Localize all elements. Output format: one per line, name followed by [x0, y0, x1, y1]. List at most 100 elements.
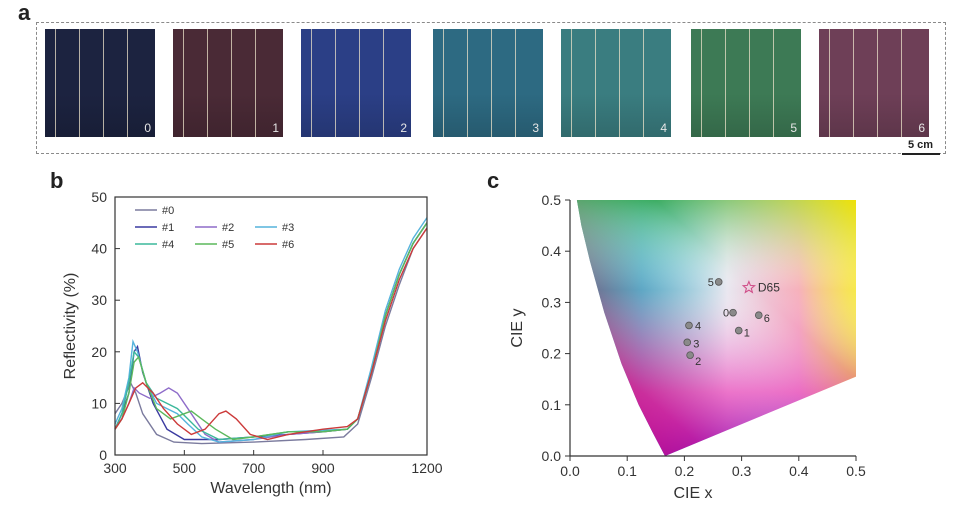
solar-cell-swatch: 6 [819, 29, 929, 137]
busbar-line [491, 29, 492, 137]
swatch-number: 5 [790, 121, 797, 135]
cie-point [686, 351, 694, 359]
cie-point-label: 1 [744, 328, 750, 340]
busbar-line [853, 29, 854, 137]
solar-cell-swatch: 1 [173, 29, 283, 137]
busbar-line [79, 29, 80, 137]
busbar-line [571, 29, 572, 137]
x-tick-label: 0.1 [617, 463, 637, 479]
busbar-line [127, 29, 128, 137]
y-tick-label: 0.2 [542, 346, 562, 362]
cie-chromaticity-chart: 0.0 0.1 0.2 0.3 0.4 0.5 0.0 0.1 0.2 0.3 0.4 0.5 CIE … [509, 192, 866, 502]
busbar-line [643, 29, 644, 137]
solar-cell-swatch-frame: 0 1 2 3 4 5 6 [36, 22, 946, 154]
busbar-line [383, 29, 384, 137]
legend-label: #0 [162, 205, 174, 217]
cie-point [754, 311, 763, 320]
y-tick-label: 0.3 [542, 294, 562, 310]
legend-label: #2 [222, 222, 234, 234]
cie-point-label: 2 [695, 356, 701, 368]
legend-label: #1 [162, 222, 174, 234]
x-tick-label: 900 [311, 460, 335, 476]
busbar-line [725, 29, 726, 137]
busbar-line [749, 29, 750, 137]
swatch-number: 0 [144, 121, 151, 135]
busbar-line [515, 29, 516, 137]
x-tick-label: 700 [242, 460, 266, 476]
x-tick-label: 0.3 [732, 463, 752, 479]
busbar-line [619, 29, 620, 137]
legend-label: #6 [282, 239, 294, 251]
panel-b-letter: b [50, 168, 64, 193]
swatch-number: 1 [272, 121, 279, 135]
cie-point-label: 6 [764, 313, 770, 325]
y-tick-label: 20 [91, 344, 107, 360]
y-axis-label: Reflectivity (%) [62, 273, 79, 380]
y-tick-label: 0.5 [542, 192, 562, 208]
cie-color-region [576, 200, 856, 456]
x-tick-label: 300 [103, 460, 127, 476]
busbar-line [311, 29, 312, 137]
busbar-line [103, 29, 104, 137]
legend-label: #5 [222, 239, 234, 251]
cie-point-label: 0 [723, 308, 729, 320]
y-axis-label: CIE y [509, 308, 526, 347]
busbar-line [901, 29, 902, 137]
scale-bar-label: 5 cm [908, 139, 934, 151]
busbar-line [255, 29, 256, 137]
plot-frame [114, 196, 428, 456]
cie-point [683, 338, 692, 347]
cie-point [685, 321, 693, 330]
cie-point-label: 5 [708, 277, 714, 289]
legend-label: #4 [162, 239, 174, 251]
y-tick-label: 50 [91, 189, 107, 205]
solar-cell-swatch: 4 [561, 29, 671, 137]
x-tick-label: 1200 [411, 460, 442, 476]
scale-bar [902, 153, 940, 155]
solar-cell-swatch: 5 [691, 29, 801, 137]
legend-label: #3 [282, 222, 294, 234]
busbar-line [55, 29, 56, 137]
series-line [114, 227, 428, 441]
busbar-line [207, 29, 208, 137]
busbar-line [595, 29, 596, 137]
panel-c-letter: c [487, 168, 500, 193]
x-axis-label: Wavelength (nm) [210, 480, 331, 497]
cie-point [734, 326, 743, 335]
busbar-line [335, 29, 336, 137]
series-line [114, 217, 428, 443]
x-tick-label: 0.4 [789, 463, 809, 479]
y-tick-label: 30 [91, 292, 107, 308]
cie-point [729, 308, 737, 317]
busbar-line [773, 29, 774, 137]
d65-label: D65 [758, 281, 780, 295]
solar-cell-swatch: 3 [433, 29, 543, 137]
busbar-line [467, 29, 468, 137]
busbar-line [701, 29, 702, 137]
cie-point-label: 4 [695, 320, 701, 332]
y-tick-label: 0.4 [542, 243, 562, 259]
y-tick-label: 0.1 [542, 397, 562, 413]
y-tick-label: 0.0 [542, 448, 562, 464]
swatch-number: 4 [660, 121, 667, 135]
cie-fill-diagonal [576, 200, 856, 456]
swatch-number: 3 [532, 121, 539, 135]
y-tick-label: 10 [91, 395, 107, 411]
reflectivity-chart: 300 500 700 900 1200 0 10 20 30 40 50 Wavelength (n… [62, 189, 443, 497]
swatch-number: 6 [918, 121, 925, 135]
cie-point-label: 3 [693, 338, 699, 350]
busbar-line [443, 29, 444, 137]
busbar-line [829, 29, 830, 137]
solar-cell-swatch: 0 [45, 29, 155, 137]
busbar-line [231, 29, 232, 137]
busbar-line [359, 29, 360, 137]
solar-cell-swatch: 2 [301, 29, 411, 137]
y-tick-label: 0 [99, 447, 107, 463]
y-tick-label: 40 [91, 241, 107, 257]
cie-point [714, 278, 723, 286]
swatch-number: 2 [400, 121, 407, 135]
busbar-line [183, 29, 184, 137]
x-tick-label: 500 [173, 460, 197, 476]
busbar-line [877, 29, 878, 137]
x-axis-label: CIE x [673, 485, 712, 502]
